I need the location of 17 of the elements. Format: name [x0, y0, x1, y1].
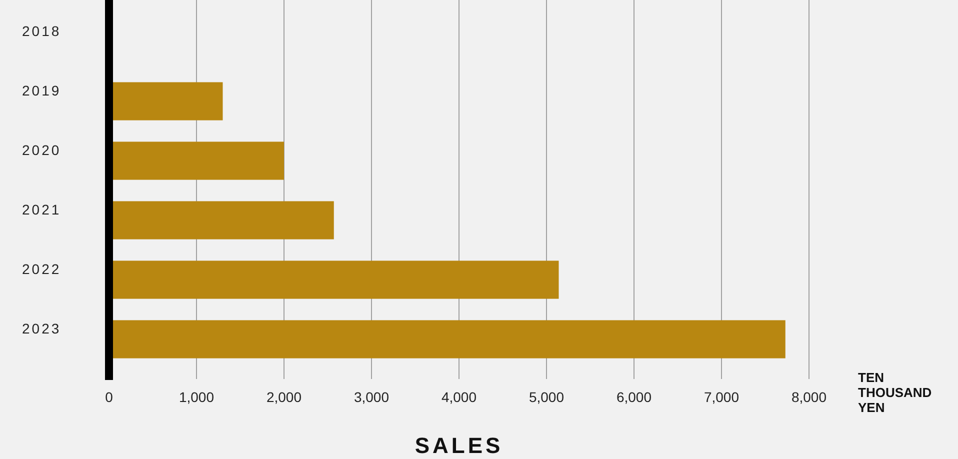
y-tick-label: 2019 — [22, 82, 62, 99]
x-tick-label: 7,000 — [704, 389, 740, 405]
x-tick-label: 5,000 — [528, 389, 564, 405]
x-axis-title: SALES — [414, 433, 504, 458]
text: TEN THOUSAND YEN — [858, 370, 932, 415]
x-tick-label: 8,000 — [791, 389, 827, 405]
y-tick-label: 2023 — [22, 320, 62, 337]
x-tick-label: 0 — [105, 389, 114, 405]
x-tick-label: 6,000 — [616, 389, 652, 405]
y-tick-label: 2018 — [22, 23, 62, 40]
x-tick-label: 4,000 — [441, 389, 477, 405]
x-tick-label: 3,000 — [354, 389, 390, 405]
y-tick-label: 2021 — [22, 202, 62, 218]
x-tick-label: 2,000 — [266, 389, 302, 405]
y-tick-label: 2022 — [22, 261, 62, 278]
x-tick-label: 1,000 — [178, 389, 214, 405]
y-tick-label: 2020 — [22, 142, 62, 158]
